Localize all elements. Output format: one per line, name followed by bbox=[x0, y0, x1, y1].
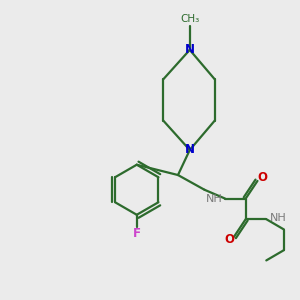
Text: NH: NH bbox=[206, 194, 222, 204]
Text: CH₃: CH₃ bbox=[180, 14, 200, 24]
Text: O: O bbox=[224, 233, 235, 246]
Text: O: O bbox=[257, 172, 267, 184]
Text: NH: NH bbox=[270, 213, 286, 223]
Text: N: N bbox=[185, 44, 195, 56]
Text: N: N bbox=[185, 143, 195, 157]
Text: F: F bbox=[133, 226, 141, 239]
